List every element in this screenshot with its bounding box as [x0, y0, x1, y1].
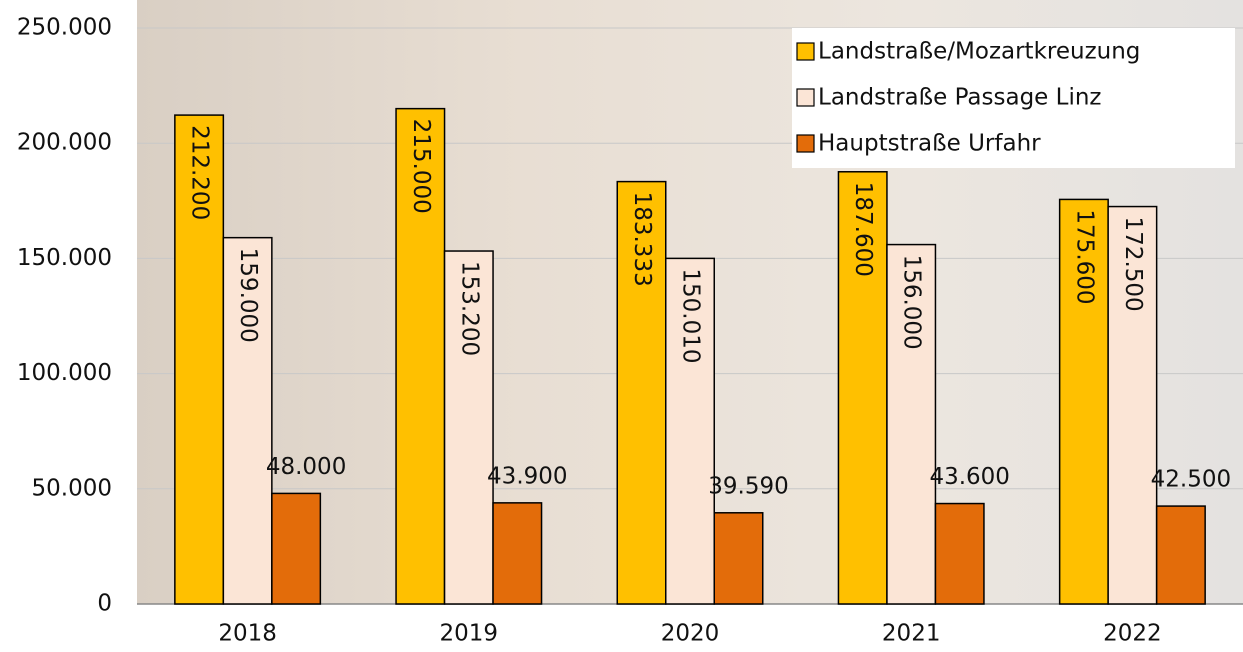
y-tick-label: 100.000 — [17, 360, 112, 386]
data-label: 187.600 — [850, 182, 876, 277]
data-label: 215.000 — [408, 119, 434, 214]
y-tick-label: 150.000 — [17, 245, 112, 271]
data-label: 48.000 — [266, 454, 346, 480]
data-label: 43.600 — [929, 464, 1009, 490]
legend-label: Landstraße/Mozartkreuzung — [818, 39, 1140, 65]
bar — [395, 107, 446, 605]
legend-swatch — [796, 134, 815, 153]
data-label: 150.010 — [678, 268, 704, 363]
x-tick-label: 2022 — [1103, 621, 1162, 647]
bar — [1155, 505, 1206, 605]
data-label: 42.500 — [1151, 467, 1231, 493]
bar — [1058, 198, 1109, 605]
legend-label: Hauptstraße Urfahr — [818, 131, 1041, 157]
bar — [271, 492, 322, 605]
data-label: 159.000 — [235, 248, 261, 343]
data-label: 43.900 — [487, 463, 567, 489]
x-tick-label: 2021 — [882, 621, 941, 647]
bar — [837, 171, 888, 605]
bars: 2018 212.200 159.000 48.000 2019 215.000 153.2… — [174, 107, 1231, 647]
data-label: 156.000 — [899, 255, 925, 350]
y-tick-label: 50.000 — [32, 475, 112, 501]
y-tick-label: 200.000 — [17, 130, 112, 156]
bar — [713, 512, 764, 605]
data-label: 183.333 — [629, 192, 655, 287]
bar — [1107, 205, 1158, 605]
x-tick-label: 2020 — [661, 621, 720, 647]
legend-swatch — [796, 42, 815, 61]
bar — [174, 114, 225, 605]
x-tick-label: 2019 — [440, 621, 499, 647]
legend-box — [792, 28, 1235, 168]
data-label: 153.200 — [456, 261, 482, 356]
data-label: 172.500 — [1120, 217, 1146, 312]
legend-label: Landstraße Passage Linz — [818, 85, 1102, 111]
y-tick-label: 0 — [97, 591, 112, 617]
bar — [934, 502, 985, 605]
bar — [886, 243, 937, 605]
data-label: 212.200 — [187, 125, 213, 220]
y-tick-label: 250.000 — [17, 15, 112, 41]
legend-swatch — [796, 88, 815, 107]
bar — [616, 180, 667, 605]
bar — [665, 257, 715, 605]
bar — [443, 250, 494, 605]
data-label: 39.590 — [708, 473, 788, 499]
bar — [222, 236, 273, 605]
bar — [492, 502, 543, 605]
data-label: 175.600 — [1071, 209, 1097, 304]
legend: Landstraße/Mozartkreuzung Landstraße Pass… — [792, 28, 1235, 168]
x-tick-label: 2018 — [218, 621, 277, 647]
